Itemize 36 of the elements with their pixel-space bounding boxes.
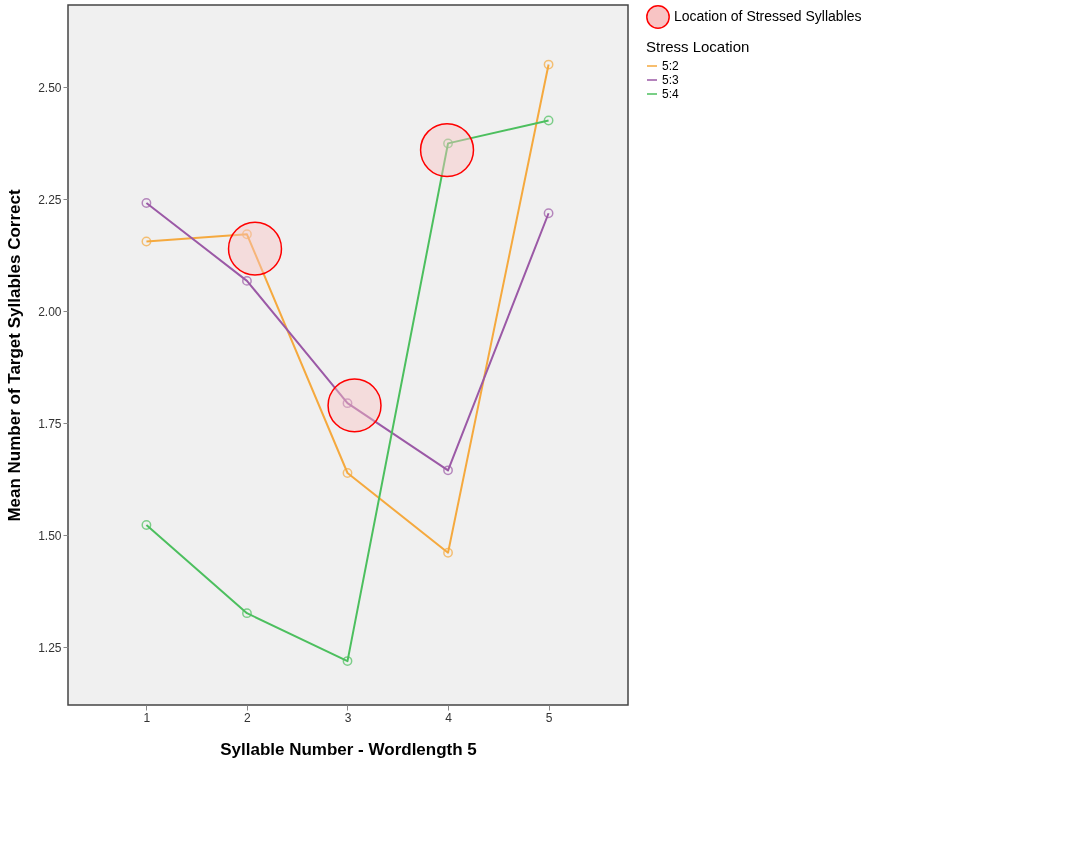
point: [443, 547, 453, 558]
point: [242, 275, 252, 286]
point: [242, 229, 252, 240]
x-tick-label: 3: [344, 710, 352, 725]
point: [242, 608, 252, 619]
y-tick-label: 1.75: [38, 416, 62, 431]
point: [419, 122, 475, 178]
y-tick-label: 2.25: [38, 192, 62, 207]
y-tick-label: 1.25: [38, 640, 62, 655]
point: [141, 520, 152, 530]
x-tick-label: 5: [545, 710, 553, 725]
legend-label: 5:3: [662, 73, 680, 87]
point: [227, 221, 283, 276]
point: [443, 138, 453, 149]
point: [342, 656, 353, 667]
x-tick-label: 4: [445, 710, 453, 725]
y-axis-title: Mean Number of Target Syllables Correct: [5, 189, 25, 522]
point: [543, 115, 554, 126]
point: [141, 198, 152, 208]
point: [543, 208, 554, 219]
x-tick-label: 1: [143, 710, 151, 725]
point: [342, 398, 353, 409]
x-axis-title: Syllable Number - Wordlength 5: [220, 739, 477, 759]
point: [141, 236, 152, 247]
legend-label: 5:2: [662, 59, 680, 73]
legend-title: Stress Location: [646, 38, 750, 55]
legend-label: 5:4: [662, 87, 680, 101]
point: [342, 468, 353, 478]
legend-label: Location of Stressed Syllables: [674, 8, 862, 24]
point: [327, 378, 382, 433]
point: [443, 465, 453, 476]
y-tick-label: 1.50: [38, 528, 62, 543]
y-tick-label: 2.00: [38, 304, 62, 319]
point: [543, 59, 554, 70]
y-tick-label: 2.50: [38, 80, 62, 95]
x-tick-label: 2: [244, 710, 252, 725]
